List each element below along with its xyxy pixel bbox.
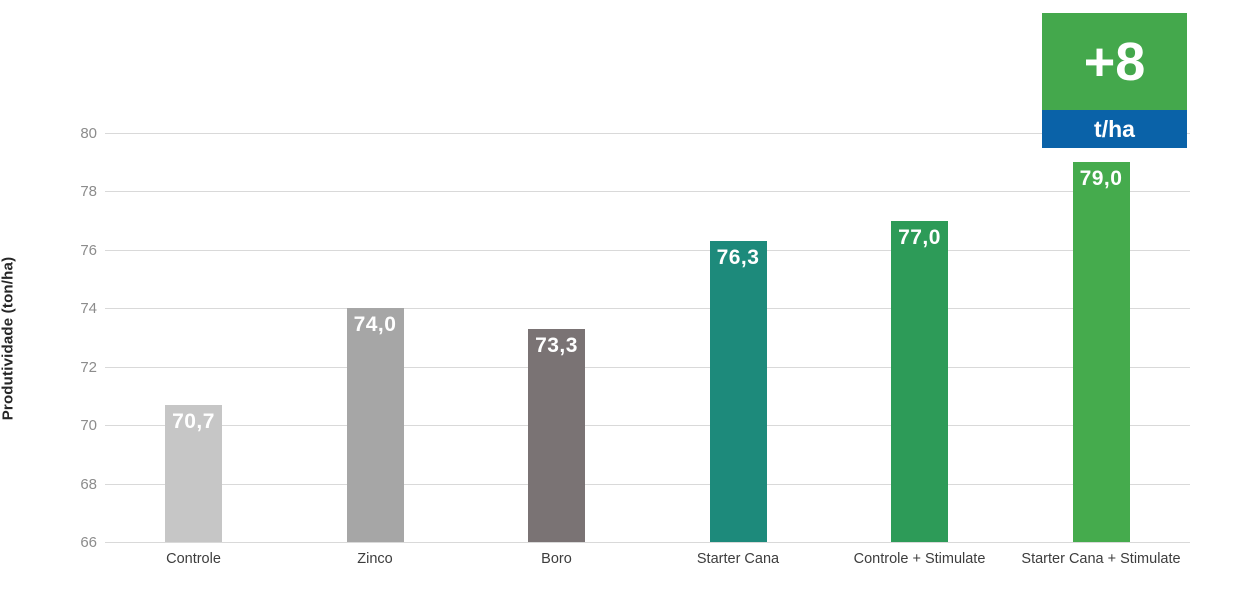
gridline	[105, 249, 1190, 251]
gridline	[105, 133, 1190, 134]
gridline	[105, 483, 1190, 485]
gain-badge-value: +8	[1042, 13, 1187, 110]
x-category-label: Starter Cana	[696, 551, 780, 567]
gain-badge: +8 t/ha	[1042, 13, 1187, 148]
gridline	[105, 542, 1190, 543]
x-category-label: Boro	[541, 551, 572, 567]
y-tick-label: 76	[80, 241, 97, 259]
bar-value-label: 74,0	[353, 313, 397, 337]
bar: 70,7	[165, 404, 222, 542]
bar: 74,0	[346, 308, 404, 542]
bar: 79,0	[1072, 162, 1130, 542]
gridline	[105, 308, 1190, 310]
y-axis-title: Produtividade (ton/ha)	[0, 256, 17, 421]
y-tick-label: 72	[80, 358, 97, 376]
gridline	[105, 366, 1190, 368]
bar-value-label: 77,0	[898, 225, 941, 249]
gridline	[105, 191, 1190, 193]
x-category-label: Controle + Stimulate	[853, 551, 986, 567]
bar-value-label: 76,3	[716, 246, 760, 270]
gridline	[105, 425, 1190, 427]
bar-value-label: 70,7	[172, 409, 215, 433]
bar-value-label: 73,3	[535, 333, 578, 357]
y-tick-label: 80	[80, 125, 97, 142]
x-category-label: Zinco	[357, 551, 393, 567]
y-tick-label: 70	[80, 417, 97, 435]
x-category-label: Starter Cana + Stimulate	[1021, 551, 1181, 567]
bar: 77,0	[891, 220, 948, 542]
y-tick-label: 66	[80, 534, 97, 551]
y-tick-label: 78	[80, 183, 97, 201]
y-tick-label: 68	[80, 475, 97, 493]
bar: 76,3	[709, 241, 767, 542]
bar-value-label: 79,0	[1079, 167, 1123, 191]
x-category-label: Controle	[166, 551, 221, 567]
bar: 73,3	[528, 328, 585, 542]
gain-badge-unit: t/ha	[1042, 110, 1187, 148]
y-tick-label: 74	[80, 300, 97, 318]
